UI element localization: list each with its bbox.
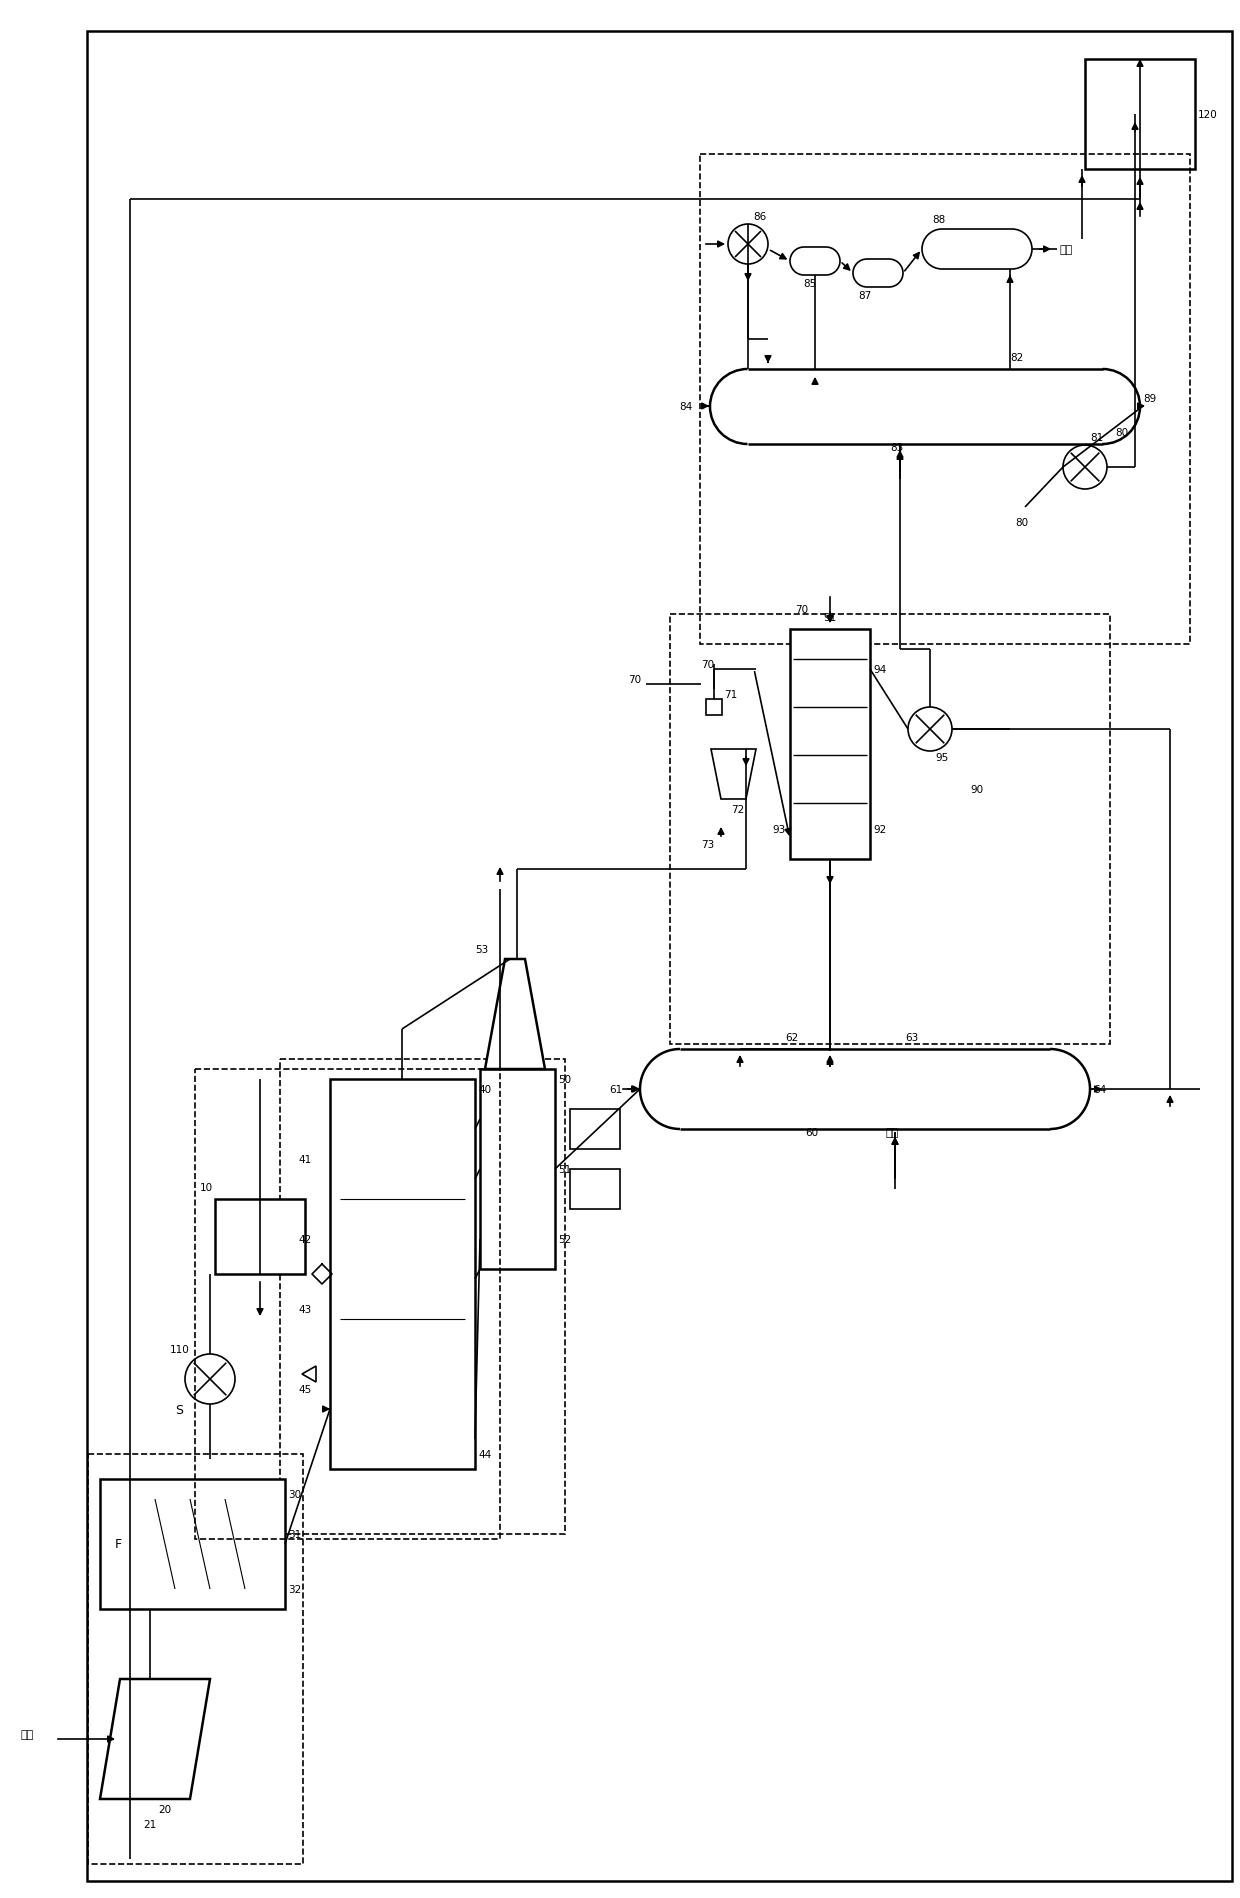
Text: 44: 44 xyxy=(477,1450,491,1460)
Bar xyxy=(670,615,1110,1044)
Text: 86: 86 xyxy=(753,213,766,222)
Text: 63: 63 xyxy=(905,1033,919,1042)
Text: 31: 31 xyxy=(288,1530,301,1539)
Text: 32: 32 xyxy=(288,1585,301,1594)
Text: 10: 10 xyxy=(200,1182,213,1192)
Text: 82: 82 xyxy=(1011,353,1023,363)
Text: 43: 43 xyxy=(299,1304,312,1313)
Bar xyxy=(330,1080,475,1469)
Polygon shape xyxy=(100,1680,210,1799)
Text: 40: 40 xyxy=(477,1084,491,1095)
Text: 80: 80 xyxy=(1016,518,1028,528)
Text: 120: 120 xyxy=(1198,110,1218,120)
Text: S: S xyxy=(175,1403,184,1416)
Text: 70: 70 xyxy=(795,605,808,615)
Text: 42: 42 xyxy=(299,1234,312,1245)
Bar xyxy=(280,1059,565,1534)
Text: 70: 70 xyxy=(701,661,714,670)
Bar xyxy=(1085,61,1195,171)
Text: 21: 21 xyxy=(144,1818,156,1830)
Text: 52: 52 xyxy=(558,1234,572,1245)
Text: 41: 41 xyxy=(299,1154,312,1163)
Text: 20: 20 xyxy=(159,1805,171,1814)
Text: 80: 80 xyxy=(1115,427,1128,438)
Bar xyxy=(790,630,870,860)
Text: 110: 110 xyxy=(170,1344,190,1355)
Circle shape xyxy=(728,224,768,266)
Text: 53: 53 xyxy=(475,945,489,955)
Text: 88: 88 xyxy=(932,214,945,224)
Text: 92: 92 xyxy=(873,824,887,835)
Text: 蒸汽: 蒸汽 xyxy=(885,1127,898,1137)
Text: 95: 95 xyxy=(935,754,949,763)
Text: 73: 73 xyxy=(701,839,714,850)
Text: 64: 64 xyxy=(1092,1084,1106,1095)
Text: 原料: 原料 xyxy=(20,1729,33,1739)
Text: 84: 84 xyxy=(678,402,692,412)
Text: 62: 62 xyxy=(785,1033,799,1042)
Polygon shape xyxy=(711,750,756,799)
Text: 94: 94 xyxy=(873,664,887,674)
Text: 85: 85 xyxy=(804,279,817,288)
Bar xyxy=(215,1200,305,1274)
Text: 61: 61 xyxy=(609,1084,622,1095)
Bar xyxy=(570,1169,620,1209)
Bar xyxy=(570,1110,620,1150)
Bar xyxy=(706,700,722,716)
Text: 81: 81 xyxy=(1090,433,1104,442)
Bar xyxy=(88,1454,303,1864)
Circle shape xyxy=(185,1355,236,1405)
Circle shape xyxy=(908,708,952,752)
Text: 51: 51 xyxy=(558,1163,572,1175)
Text: 糠醛: 糠醛 xyxy=(1060,245,1074,254)
Polygon shape xyxy=(303,1367,316,1382)
Text: 45: 45 xyxy=(299,1384,312,1395)
Text: 50: 50 xyxy=(558,1074,572,1084)
Polygon shape xyxy=(485,960,546,1069)
Text: 30: 30 xyxy=(288,1490,301,1499)
Text: 72: 72 xyxy=(732,805,744,814)
Text: 70: 70 xyxy=(627,674,641,685)
Circle shape xyxy=(1063,446,1107,490)
Bar xyxy=(195,1069,500,1539)
Text: 93: 93 xyxy=(773,824,785,835)
Bar xyxy=(701,156,1190,645)
Text: 89: 89 xyxy=(1143,393,1156,404)
Text: 91: 91 xyxy=(823,613,837,623)
Text: 90: 90 xyxy=(970,784,983,795)
Text: 60: 60 xyxy=(805,1127,818,1137)
Text: 87: 87 xyxy=(858,290,872,302)
Bar xyxy=(100,1479,285,1610)
Bar xyxy=(480,1069,556,1270)
Text: 71: 71 xyxy=(724,689,738,700)
Text: 83: 83 xyxy=(890,442,903,454)
Text: F: F xyxy=(115,1537,122,1551)
